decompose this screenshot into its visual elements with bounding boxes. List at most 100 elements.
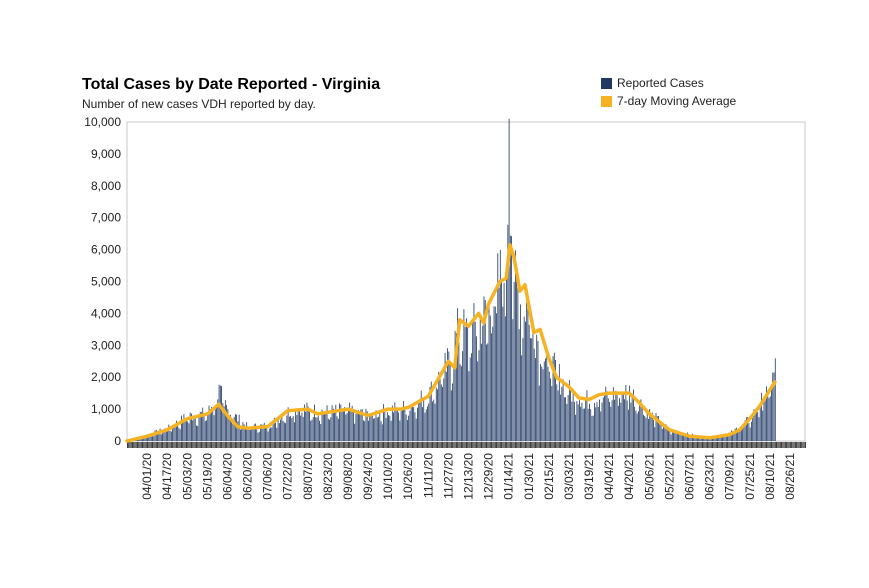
bar-reported-cases (506, 279, 507, 441)
x-axis-day-tick (772, 442, 774, 448)
bar-reported-cases (649, 409, 651, 441)
x-axis-day-tick (129, 442, 131, 448)
bar-reported-cases (216, 404, 217, 441)
x-axis-day-tick (777, 442, 779, 448)
x-axis-day-tick (602, 442, 604, 448)
bar-reported-cases (526, 302, 528, 441)
x-tick-label: 07/09/21 (723, 453, 737, 500)
x-axis-day-tick (238, 442, 240, 448)
x-axis-day-tick (154, 442, 156, 448)
bar-reported-cases (316, 417, 318, 441)
bar-reported-cases (689, 436, 691, 441)
bar-reported-cases (393, 412, 394, 441)
bar-reported-cases (260, 424, 261, 441)
x-axis-day-tick (766, 442, 767, 448)
x-axis-day-tick (756, 442, 757, 448)
x-axis-day-tick (781, 442, 783, 448)
bar-reported-cases (341, 411, 343, 441)
bar-reported-cases (349, 402, 351, 441)
x-axis-day-tick (527, 442, 529, 448)
bar-reported-cases (344, 407, 346, 441)
bar-reported-cases (747, 417, 749, 441)
x-axis-day-tick (172, 442, 174, 448)
chart-title: Total Cases by Date Reported - Virginia (82, 76, 381, 93)
bar-reported-cases (228, 418, 230, 441)
x-tick-label: 12/29/20 (482, 453, 496, 500)
bar-reported-cases (675, 432, 677, 441)
bar-reported-cases (548, 371, 550, 441)
bar-reported-cases (396, 410, 398, 441)
bar-reported-cases (276, 427, 278, 441)
bar-reported-cases (406, 420, 408, 441)
x-axis-day-tick (621, 442, 623, 448)
x-axis-day-tick (471, 442, 472, 448)
x-axis-day-tick (251, 442, 253, 448)
x-axis-day-tick (651, 442, 653, 448)
bar-reported-cases (379, 411, 381, 441)
x-axis-day-tick (463, 442, 465, 448)
bar-reported-cases (751, 421, 752, 441)
x-tick-label: 09/24/20 (361, 453, 375, 500)
x-axis-day-tick (627, 442, 629, 448)
bar-reported-cases (610, 406, 612, 441)
x-axis-day-tick (287, 442, 289, 448)
bar-reported-cases (630, 402, 632, 441)
x-axis-day-tick (424, 442, 426, 448)
bar-reported-cases (665, 424, 667, 441)
bar-reported-cases (472, 319, 474, 441)
bar-reported-cases (487, 343, 489, 441)
bar-reported-cases (435, 387, 437, 441)
bar-reported-cases (179, 429, 181, 441)
x-axis-day-tick (690, 442, 692, 448)
bar-reported-cases (241, 427, 243, 441)
bar-reported-cases (386, 412, 388, 441)
x-axis-day-tick (689, 442, 691, 448)
x-axis-day-tick (734, 442, 736, 448)
bar-reported-cases (619, 398, 620, 441)
bar-reported-cases (654, 427, 656, 441)
x-tick-label: 08/10/21 (763, 453, 777, 500)
bar-reported-cases (763, 402, 765, 441)
x-axis-day-tick (803, 442, 805, 448)
x-axis-day-tick (467, 442, 469, 448)
x-axis-day-tick (509, 442, 511, 448)
x-axis-day-tick (307, 442, 309, 448)
bar-reported-cases (523, 316, 525, 441)
bar-reported-cases (468, 371, 470, 441)
bar-reported-cases (492, 326, 494, 441)
x-axis-day-tick (286, 442, 288, 448)
x-tick-label: 09/08/20 (341, 453, 355, 500)
x-axis-day-tick (664, 442, 666, 448)
bar-reported-cases (483, 296, 485, 441)
bar-reported-cases (207, 414, 209, 441)
x-axis-day-tick (228, 442, 230, 448)
bar-reported-cases (584, 408, 585, 441)
x-axis-day-tick (316, 442, 318, 448)
x-axis-day-tick (433, 442, 435, 448)
x-axis-day-tick (686, 442, 688, 448)
bar-reported-cases (252, 429, 254, 441)
x-axis-day-tick (526, 442, 528, 448)
bar-reported-cases (757, 412, 759, 441)
x-axis-day-tick (653, 442, 654, 448)
legend-item-moving-average: 7-day Moving Average (601, 94, 736, 108)
x-axis-day-tick (791, 442, 793, 448)
x-axis-day-tick (184, 442, 186, 448)
x-axis-day-tick (155, 442, 157, 448)
x-axis-day-tick (654, 442, 656, 448)
x-axis-day-tick (179, 442, 181, 448)
x-axis-day-tick (801, 442, 803, 448)
bar-reported-cases (310, 420, 312, 441)
x-axis-day-tick (193, 442, 195, 448)
bar-reported-cases (231, 421, 233, 441)
bar-reported-cases (624, 399, 626, 441)
x-axis-day-tick (501, 442, 503, 448)
x-axis-day-tick (211, 442, 213, 448)
x-axis-day-tick (619, 442, 621, 448)
bar-reported-cases (246, 422, 248, 441)
bar-reported-cases (309, 407, 310, 441)
bar-reported-cases (420, 390, 422, 441)
bar-reported-cases (218, 384, 220, 441)
x-axis-day-tick (596, 442, 598, 448)
bar-reported-cases (434, 403, 436, 441)
